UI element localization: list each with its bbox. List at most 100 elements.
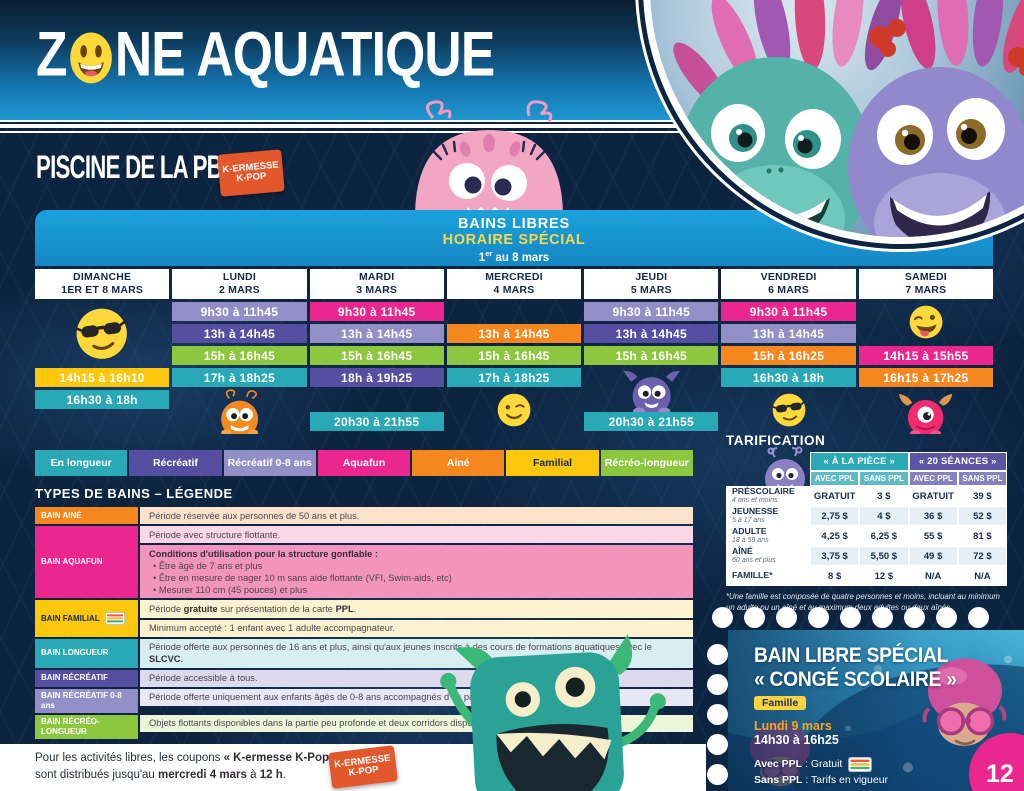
pricing-value: 2,75 $: [810, 506, 860, 526]
type-label: BAIN LONGUEUR: [35, 638, 138, 668]
type-label: BAIN AQUAFUN: [35, 526, 138, 599]
schedule-slot: 20h30 à 21h55: [584, 412, 719, 431]
schedule-slot: 14h15 à 16h10: [35, 368, 170, 387]
pricing-row-label: PRÉSCOLAIRE 4 ans et moins: [726, 486, 810, 506]
perforation-dots-horizontal: [712, 607, 989, 628]
legend-chip: Récréatif: [129, 450, 222, 476]
schedule-slot: 13h à 14h45: [446, 324, 582, 343]
legend-chip: Familial: [506, 450, 599, 476]
special-ppl-lines: Avec PPL : Gratuit Sans PPL : Tarifs en …: [754, 756, 1024, 789]
avec-ppl-line: Avec PPL : Gratuit: [754, 756, 1024, 772]
schedule-slot: 15h à 16h45: [309, 346, 444, 365]
type-row: BAIN AQUAFUN Période avec structure flott…: [35, 526, 693, 599]
schedule-slot: 13h à 14h45: [721, 324, 856, 343]
pricing-value: 5,50 $: [859, 546, 909, 566]
type-description: Conditions d'utilisation pour la structu…: [140, 545, 693, 599]
day-header: SAMEDI 7 MARS: [858, 269, 993, 299]
mascots-photo: [643, 0, 1024, 244]
schedule-body: 14h15 à 16h10 16h30 à 18h 9h30 à 11h45 13h …: [35, 302, 993, 434]
schedule-slot: 13h à 14h45: [584, 324, 719, 343]
pricing-subheader: AVEC PPL: [810, 471, 860, 486]
pricing-value: 81 $: [957, 526, 1007, 546]
type-row: BAIN FAMILIAL Période gratuite sur présen…: [35, 600, 693, 637]
schedule-slot: 14h15 à 15h55: [858, 346, 993, 365]
types-legend: TYPES DE BAINS – LÉGENDE BAIN AINÉ Périod…: [35, 486, 693, 739]
footer-note: Pour les activités libres, les coupons «…: [35, 752, 339, 781]
day-header: JEUDI 5 MARS: [584, 269, 719, 299]
schedule-slot: 9h30 à 11h45: [172, 302, 307, 321]
schedule-title: BAINS LIBRES: [458, 216, 570, 232]
page-number: 12: [986, 759, 1014, 788]
page-title: Z NE AQUATIQUE: [36, 18, 495, 90]
types-legend-title: TYPES DE BAINS – LÉGENDE: [35, 486, 233, 501]
pricing-footnote: *Une famille est composée de quatre pers…: [726, 592, 1000, 612]
day-header: MERCREDI 4 MARS: [446, 269, 582, 299]
cool-emoji: [721, 390, 855, 431]
cool-emoji: [35, 302, 169, 365]
schedule-slot: 15h à 16h45: [584, 346, 719, 365]
grin-emoji: [69, 31, 112, 84]
schedule-slot: 16h15 à 17h25: [858, 368, 993, 387]
schedule-day-headers: DIMANCHE 1ER ET 8 MARS LUNDI 2 MARS MARDI 3 M…: [35, 269, 993, 299]
pricing-value: 12 $: [859, 566, 909, 586]
type-label: BAIN FAMILIAL: [35, 600, 138, 637]
pricing-value: 72 $: [957, 546, 1007, 566]
day-header: MARDI 3 MARS: [309, 269, 444, 299]
schedule-slot: 20h30 à 21h55: [309, 412, 444, 431]
schedule-slot: 9h30 à 11h45: [309, 302, 444, 321]
mascots-illustration: [673, 0, 1024, 237]
special-swim-card: BAIN LIBRE SPÉCIAL « CONGÉ SCOLAIRE » Fa…: [728, 630, 1024, 791]
pricing-value: 49 $: [908, 546, 958, 566]
pricing-section: TARIFICATION « À LA PIÈCE » « 20 SÉANCES …: [726, 433, 1007, 613]
type-row: BAIN AINÉ Période réservée aux personnes …: [35, 507, 693, 525]
type-description: Période avec structure flottante.: [140, 526, 693, 544]
pricing-title: TARIFICATION: [726, 433, 826, 448]
ppl-card-icon: [104, 612, 125, 625]
schedule-date-range: 1er au 8 mars: [478, 249, 550, 264]
schedule-slot: 13h à 14h45: [172, 324, 307, 343]
perforation-dots-vertical: [707, 644, 728, 785]
schedule-slot: 15h à 16h45: [446, 346, 582, 365]
legend-chip: En longueur: [35, 450, 128, 476]
pricing-row-label: ADULTE 18 à 59 ans: [726, 526, 810, 546]
schedule-slot: 16h30 à 18h: [35, 390, 170, 409]
pricing-value: 55 $: [908, 526, 958, 546]
monster-purple: [584, 368, 718, 412]
pricing-row-label: AÎNÉ 60 ans et plus: [726, 546, 810, 566]
pricing-row-label: FAMILLE*: [726, 566, 810, 586]
pricing-group-header: « 20 SÉANCES »: [908, 452, 1007, 471]
type-description: Période gratuite sur présentation de la …: [140, 600, 693, 618]
legend-chip: Aquafun: [317, 450, 411, 476]
tongue-emoji: [859, 302, 993, 343]
types-legend-table: BAIN AINÉ Période réservée aux personnes …: [35, 507, 693, 739]
pricing-row-label: JEUNESSE 5 à 17 ans: [726, 506, 810, 526]
pricing-value: GRATUIT: [908, 486, 958, 506]
pricing-value: 52 $: [957, 506, 1007, 526]
legend-chip: Récréatif 0-8 ans: [223, 450, 316, 476]
pricing-value: 3 $: [859, 486, 909, 506]
pricing-subheader: SANS PPL: [859, 471, 909, 486]
pricing-subheader: SANS PPL: [957, 471, 1007, 486]
monster-orange: [172, 389, 306, 434]
pricing-value: N/A: [908, 566, 958, 586]
legend-chip: Récréo-longueur: [600, 450, 693, 476]
pricing-value: GRATUIT: [810, 486, 860, 506]
schedule-slot: 13h à 14h45: [309, 324, 444, 343]
sans-ppl-line: Sans PPL : Tarifs en vigueur: [754, 774, 889, 787]
pricing-value: 36 $: [908, 506, 958, 526]
pricing-table: « À LA PIÈCE » « 20 SÉANCES » AVEC PPL SANS…: [726, 452, 1007, 586]
legend-chips: En longueur Récréatif Récréatif 0-8 ans Aqu…: [35, 450, 693, 476]
schedule-slot: 18h à 19h25: [309, 368, 444, 387]
special-time: 14h30 à 16h25: [754, 732, 839, 747]
schedule-slot: 9h30 à 11h45: [584, 302, 719, 321]
type-label: BAIN AINÉ: [35, 507, 138, 525]
pricing-value: 4 $: [859, 506, 909, 526]
schedule-table: BAINS LIBRES HORAIRE SPÉCIAL 1er au 8 ma…: [35, 210, 993, 434]
schedule-slot: 17h à 18h25: [446, 368, 582, 387]
type-label: BAIN RÉCRÉATIF 0-8 ans: [35, 688, 138, 713]
schedule-subtitle: HORAIRE SPÉCIAL: [442, 232, 586, 248]
schedule-slot: 17h à 18h25: [172, 368, 307, 387]
ppl-card-icon: [848, 756, 873, 772]
type-description: Période réservée aux personnes de 50 ans…: [140, 507, 693, 525]
